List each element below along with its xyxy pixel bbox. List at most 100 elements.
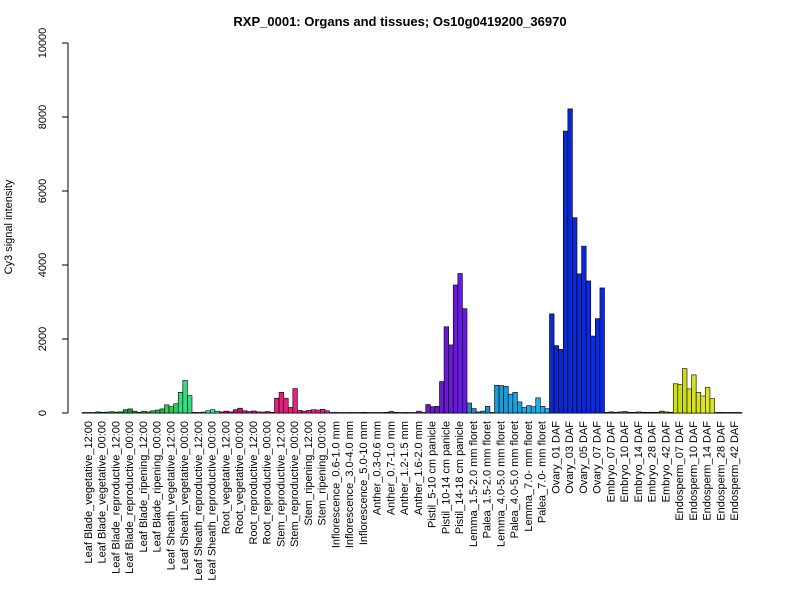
- x-tick-label: Leaf Blade_vegetative_12:00: [83, 421, 95, 564]
- x-tick-label: Endosperm_10 DAF: [688, 421, 700, 521]
- bar: [434, 406, 440, 414]
- bar: [168, 406, 174, 414]
- bar: [228, 411, 234, 414]
- x-tick-label: Pistil_14-18 cm panicle: [454, 421, 466, 534]
- chart-title: RXP_0001: Organs and tissues; Os10g04192…: [233, 14, 566, 29]
- bar: [315, 409, 321, 414]
- bar: [567, 108, 573, 414]
- bar: [562, 130, 569, 414]
- x-tick-label: Palea_4.0-5.0 mm floret: [509, 421, 521, 538]
- x-tick-label: Ovary_07 DAF: [592, 421, 604, 494]
- bar: [485, 406, 491, 414]
- bar: [196, 412, 202, 414]
- x-tick-label: Inflorescence_3.0-4.0 mm: [344, 421, 356, 548]
- bar: [109, 411, 115, 414]
- x-tick-label: Embryo_42 DAF: [660, 421, 672, 503]
- x-tick-label: Ovary_05 DAF: [578, 421, 590, 494]
- bar: [645, 411, 651, 414]
- y-tick-label: 4000: [37, 253, 49, 277]
- bar: [668, 411, 674, 414]
- bar: [452, 284, 459, 414]
- bar: [700, 395, 706, 414]
- x-tick-label: Anther_0.7-1.0 mm: [385, 421, 397, 515]
- bar: [682, 368, 688, 414]
- bar: [599, 287, 605, 414]
- bar: [223, 410, 229, 414]
- bar: [517, 401, 523, 414]
- bar: [640, 411, 647, 414]
- bar: [590, 335, 596, 414]
- bar: [287, 407, 294, 414]
- bar: [420, 412, 427, 414]
- x-tick-label: Endosperm_28 DAF: [715, 421, 727, 521]
- bar: [595, 318, 601, 414]
- bar: [576, 273, 582, 414]
- bar: [627, 411, 633, 414]
- bar: [260, 411, 266, 414]
- bar: [306, 410, 312, 414]
- y-tick-label: 6000: [37, 179, 49, 203]
- bar: [471, 408, 477, 414]
- x-tick-label: Root_reproductive_12:00: [248, 421, 260, 545]
- bar: [310, 409, 317, 414]
- bar: [100, 411, 106, 414]
- bar: [232, 409, 239, 414]
- bar: [127, 408, 133, 414]
- bar: [155, 409, 161, 414]
- bar: [737, 412, 743, 414]
- x-tick-label: Leaf Sheath_reproductive_00:00: [207, 421, 219, 581]
- bar: [122, 409, 129, 414]
- bar: [498, 385, 504, 414]
- bar: [356, 412, 362, 414]
- y-tick-label: 2000: [37, 327, 49, 351]
- bar: [95, 411, 101, 414]
- x-tick-label: Stem_ripening_12:00: [303, 421, 315, 526]
- bar: [604, 411, 610, 414]
- bar: [540, 406, 546, 414]
- bar: [132, 410, 138, 414]
- bar: [118, 411, 124, 414]
- x-tick-label: Lemma_7.0- mm floret: [523, 421, 535, 532]
- x-tick-label: Leaf Blade_reproductive_12:00: [110, 421, 122, 574]
- bar: [205, 410, 211, 414]
- bar: [617, 411, 624, 414]
- bar: [727, 412, 734, 414]
- bar: [81, 412, 87, 414]
- bar: [242, 410, 248, 414]
- bar: [705, 387, 711, 414]
- bar: [663, 411, 669, 414]
- bar: [489, 412, 495, 414]
- bar: [164, 404, 170, 414]
- bar: [347, 412, 353, 414]
- bar: [86, 412, 92, 414]
- x-tick-label: Leaf Sheath_vegetative_12:00: [165, 421, 177, 570]
- x-tick-label: Stem_reproductive_12:00: [275, 421, 287, 547]
- bar: [480, 410, 486, 414]
- bar: [530, 406, 537, 414]
- bar: [691, 374, 697, 414]
- bar: [177, 391, 184, 414]
- y-tick-label: 10000: [37, 28, 49, 59]
- bar: [695, 391, 702, 414]
- bar: [191, 411, 197, 414]
- bar: [150, 410, 156, 414]
- bar: [187, 395, 193, 414]
- bar: [407, 412, 413, 414]
- x-tick-label: Leaf Sheath_vegetative_00:00: [179, 421, 191, 570]
- x-tick-label: Stem_reproductive_00:00: [289, 421, 301, 547]
- bar: [714, 412, 720, 414]
- plot-area: 0 2000 4000 6000 8000 10000 Leaf Blade_vegetat…: [37, 28, 743, 581]
- bar: [173, 403, 179, 414]
- x-tick-label: Lemma_1.5-2.0 mm floret: [468, 421, 480, 547]
- bar: [507, 393, 514, 414]
- bar: [113, 411, 119, 414]
- bar: [526, 405, 532, 414]
- bar: [136, 411, 142, 414]
- x-tick-label: Root_vegetative_12:00: [220, 421, 232, 534]
- bar: [622, 411, 628, 414]
- bar: [608, 411, 614, 414]
- bar: [370, 412, 376, 414]
- bar: [200, 411, 207, 414]
- bar: [425, 404, 431, 414]
